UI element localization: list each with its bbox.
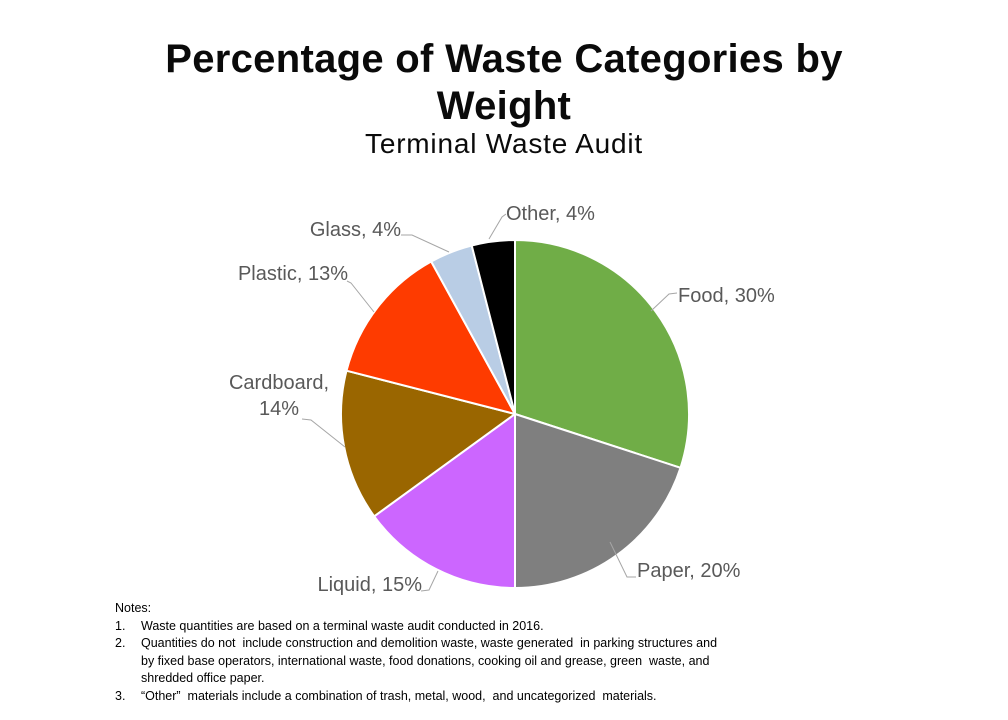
leader-line-paper <box>609 541 636 578</box>
note-number: 2. <box>115 636 126 651</box>
leader-line-food <box>650 292 678 312</box>
leader-line-glass <box>401 234 450 253</box>
note-number: 3. <box>115 688 126 703</box>
leader-line-plastic <box>346 280 375 313</box>
pie-slice-liquid <box>373 413 516 589</box>
chart-title-line-2: Weight <box>436 84 572 128</box>
note-item-1: 1. Waste quantities are based on a termi… <box>115 618 755 636</box>
note-text-line: by fixed base operators, international w… <box>141 653 710 668</box>
note-item-2: 2. Quantities do not include constructio… <box>115 635 755 688</box>
note-text-line: shredded office paper. <box>141 671 265 686</box>
note-number: 1. <box>115 618 126 633</box>
chart-title: Percentage of Waste Categories by Weight <box>0 36 1008 130</box>
leader-line-cardboard <box>301 418 346 448</box>
pie-slice-other <box>470 239 516 415</box>
chart-title-line-1: Percentage of Waste Categories by <box>165 37 843 81</box>
leader-line-other <box>488 213 507 240</box>
pie-label-food: Food, 30% <box>678 285 775 307</box>
note-text-line: Waste quantities are based on a terminal… <box>141 618 544 633</box>
pie-label-other: Other, 4% <box>506 203 595 225</box>
notes-heading: Notes: <box>115 601 152 615</box>
pie-slice-food <box>514 239 691 469</box>
pie-label-cardboard: Cardboard, 14% <box>228 372 330 420</box>
pie-slice-plastic <box>345 260 516 415</box>
pie-slice-paper <box>514 413 682 589</box>
pie-label-paper: Paper, 20% <box>637 560 741 582</box>
pie-label-liquid: Liquid, 15% <box>317 574 422 596</box>
notes: Notes: 1. Waste quantities are based on … <box>115 600 755 706</box>
note-text-line: “Other” materials include a combination … <box>141 688 657 703</box>
pie-label-glass: Glass, 4% <box>309 219 401 241</box>
pie-label-plastic: Plastic, 13% <box>237 263 348 285</box>
chart-subtitle: Terminal Waste Audit <box>365 128 643 159</box>
leader-line-liquid <box>420 570 439 592</box>
note-text-line: Quantities do not include construction a… <box>141 636 718 651</box>
note-item-3: 3. “Other” materials include a combinati… <box>115 688 755 706</box>
